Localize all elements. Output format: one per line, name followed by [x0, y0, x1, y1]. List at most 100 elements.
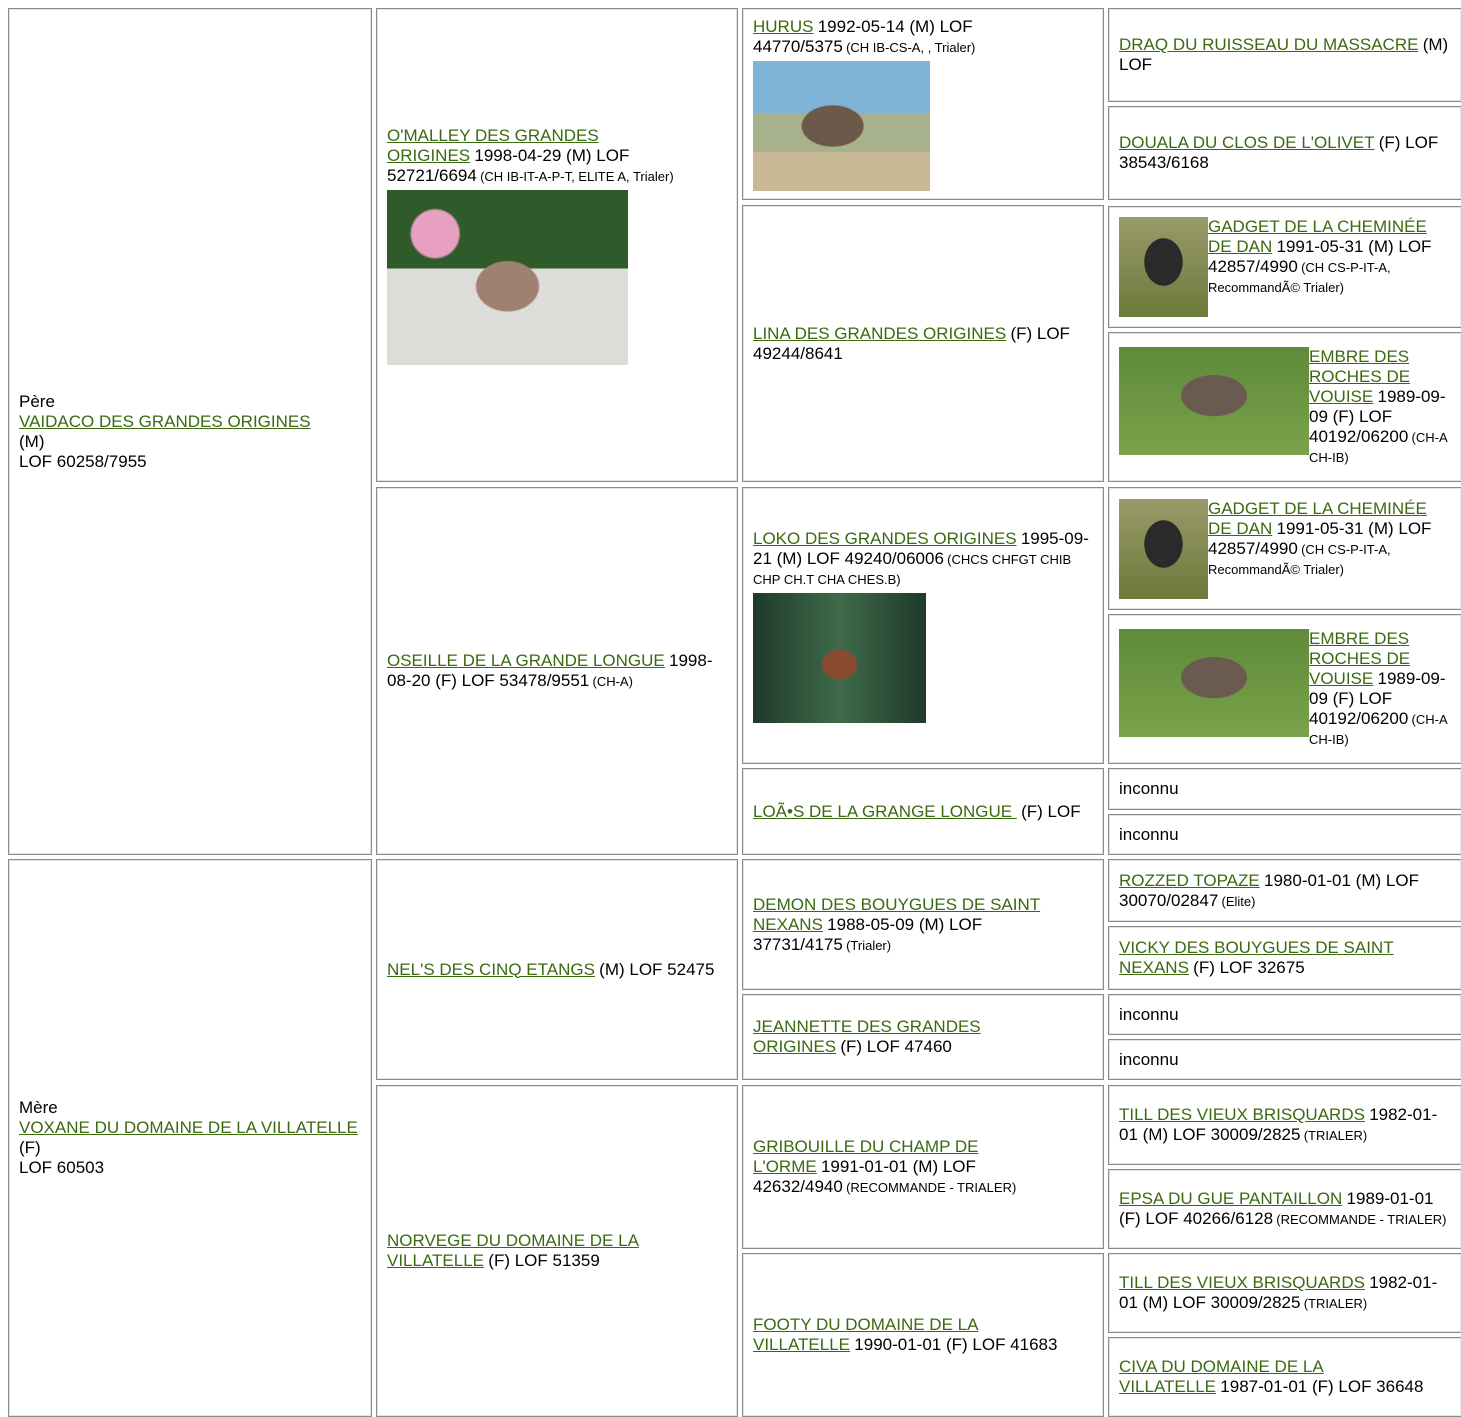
- cell-content: DEMON DES BOUYGUES DE SAINT NEXANS 1988-0…: [753, 895, 1093, 955]
- pedigree-cell: JEANNETTE DES GRANDES ORIGINES (F) LOF 47…: [742, 994, 1104, 1080]
- dog-name-link[interactable]: GRIBOUILLE DU CHAMP DE L'ORME: [753, 1137, 979, 1176]
- dog-details: 1990-01-01 (F) LOF 41683: [854, 1335, 1058, 1354]
- dog-name-link[interactable]: LINA DES GRANDES ORIGINES: [753, 323, 1007, 343]
- dog-detail: LOF 60503: [19, 1158, 105, 1177]
- dog-name-link[interactable]: ROZZED TOPAZE: [1119, 870, 1260, 890]
- dog-details: inconnu: [1119, 1049, 1179, 1069]
- dog-details: inconnu: [1119, 779, 1179, 798]
- dog-photo: [753, 592, 926, 723]
- parent-label: Père: [19, 391, 55, 411]
- pedigree-cell: inconnu: [1108, 768, 1461, 810]
- dog-details: 1988-05-09 (M) LOF 37731/4175: [753, 914, 983, 954]
- dog-titles: (Trialer): [846, 937, 892, 953]
- pedigree-cell: DRAQ DU RUISSEAU DU MASSACRE (M) LOF: [1108, 8, 1461, 102]
- dog-details: 1995-09-21 (M) LOF 49240/06006: [753, 528, 1089, 568]
- pedigree-cell: NEL'S DES CINQ ETANGS (M) LOF 52475: [376, 859, 738, 1080]
- cell-content: NEL'S DES CINQ ETANGS (M) LOF 52475: [387, 960, 727, 980]
- cell-content: GRIBOUILLE DU CHAMP DE L'ORME 1991-01-01 …: [753, 1137, 1093, 1197]
- pedigree-cell: HURUS 1992-05-14 (M) LOF 44770/5375 (CH IB…: [742, 8, 1104, 200]
- dog-name-link[interactable]: DRAQ DU RUISSEAU DU MASSACRE: [1119, 35, 1419, 54]
- dog-name-link[interactable]: CIVA DU DOMAINE DE LA VILLATELLE: [1119, 1357, 1324, 1396]
- pedigree-cell: LOKO DES GRANDES ORIGINES 1995-09-21 (M) …: [742, 487, 1104, 764]
- dog-name-link[interactable]: VAIDACO DES GRANDES ORIGINES: [19, 411, 311, 431]
- dog-name-link[interactable]: GADGET DE LA CHEMINÉE DE DAN: [1208, 498, 1427, 538]
- cell-content: CIVA DU DOMAINE DE LA VILLATELLE 1987-01-…: [1119, 1357, 1451, 1397]
- dog-photo: [1119, 217, 1208, 317]
- dog-details: (F) LOF: [1021, 801, 1081, 821]
- dog-name-link[interactable]: LOKO DES GRANDES ORIGINES: [753, 528, 1017, 548]
- dog-name-link[interactable]: NORVEGE DU DOMAINE DE LA VILLATELLE: [387, 1231, 639, 1270]
- pedigree-cell: inconnu: [1108, 1039, 1461, 1080]
- dog-details: 1989-09-09 (F) LOF 40192/06200: [1309, 669, 1446, 728]
- dog-titles: (CH CS-P-IT-A, RecommandÃ© Trialer): [1208, 260, 1391, 295]
- pedigree-cell: Père VAIDACO DES GRANDES ORIGINES (M) LOF 6…: [8, 8, 372, 855]
- dog-name-link[interactable]: TILL DES VIEUX BRISQUARDS: [1119, 1273, 1365, 1292]
- dog-name-link[interactable]: OSEILLE DE LA GRANDE LONGUE: [387, 651, 665, 670]
- dog-details: 1982-01-01 (M) LOF 30009/2825: [1119, 1273, 1438, 1312]
- pedigree-cell: FOOTY DU DOMAINE DE LA VILLATELLE 1990-01…: [742, 1253, 1104, 1417]
- parent-label: Mère: [19, 1098, 58, 1117]
- pedigree-cell: inconnu: [1108, 814, 1461, 855]
- dog-titles: (TRIALER): [1303, 1296, 1368, 1311]
- dog-details: (F) LOF 38543/6168: [1119, 133, 1439, 172]
- cell-content: TILL DES VIEUX BRISQUARDS 1982-01-01 (M) …: [1119, 1105, 1451, 1145]
- pedigree-cell: ROZZED TOPAZE 1980-01-01 (M) LOF 30070/02…: [1108, 859, 1461, 922]
- pedigree-cell: EMBRE DES ROCHES DE VOUISE 1989-09-09 (F)…: [1108, 614, 1461, 764]
- dog-details: (F) LOF 51359: [488, 1251, 600, 1270]
- dog-details: inconnu: [1119, 824, 1179, 844]
- dog-photo: [1119, 629, 1309, 737]
- cell-content: DRAQ DU RUISSEAU DU MASSACRE (M) LOF: [1119, 35, 1451, 75]
- cell-content: GADGET DE LA CHEMINÉE DE DAN 1991-05-31 (…: [1119, 217, 1451, 317]
- cell-content: FOOTY DU DOMAINE DE LA VILLATELLE 1990-01…: [753, 1315, 1093, 1355]
- dog-name-link[interactable]: HURUS: [753, 17, 814, 36]
- dog-name-link[interactable]: JEANNETTE DES GRANDES ORIGINES: [753, 1017, 981, 1056]
- pedigree-cell: LINA DES GRANDES ORIGINES (F) LOF 49244/8…: [742, 205, 1104, 482]
- dog-details: (M) LOF 52475: [599, 959, 715, 979]
- pedigree-cell: DOUALA DU CLOS DE L'OLIVET (F) LOF 38543/…: [1108, 106, 1461, 200]
- dog-titles: (Elite): [1221, 893, 1256, 909]
- cell-content: O'MALLEY DES GRANDES ORIGINES 1998-04-29 …: [387, 126, 727, 365]
- dog-titles: (CH-A): [592, 674, 633, 689]
- pedigree-cell: VICKY DES BOUYGUES DE SAINT NEXANS (F) LO…: [1108, 926, 1461, 990]
- cell-content: inconnu: [1119, 779, 1451, 799]
- dog-details: 1989-09-09 (F) LOF 40192/06200: [1309, 387, 1446, 446]
- dog-name-link[interactable]: TILL DES VIEUX BRISQUARDS: [1119, 1105, 1365, 1124]
- dog-name-link[interactable]: FOOTY DU DOMAINE DE LA VILLATELLE: [753, 1315, 979, 1354]
- dog-name-link[interactable]: DOUALA DU CLOS DE L'OLIVET: [1119, 133, 1375, 152]
- dog-name-link[interactable]: NEL'S DES CINQ ETANGS: [387, 959, 595, 979]
- cell-content: JEANNETTE DES GRANDES ORIGINES (F) LOF 47…: [753, 1017, 1093, 1057]
- dog-titles: (TRIALER): [1303, 1128, 1368, 1143]
- dog-titles: (CH IB-IT-A-P-T, ELITE A, Trialer): [480, 168, 674, 184]
- dog-name-link[interactable]: VOXANE DU DOMAINE DE LA VILLATELLE: [19, 1118, 358, 1137]
- dog-name-link[interactable]: O'MALLEY DES GRANDES ORIGINES: [387, 125, 599, 165]
- dog-photo: [1119, 498, 1208, 599]
- dog-titles: (CHCS CHFGT CHIB CHP CH.T CHA CHES.B): [753, 551, 1072, 587]
- pedigree-cell: GADGET DE LA CHEMINÉE DE DAN 1991-05-31 (…: [1108, 487, 1461, 610]
- dog-name-link[interactable]: LOÃ•S DE LA GRANGE LONGUE: [753, 801, 1017, 821]
- dog-titles: (CH CS-P-IT-A, RecommandÃ© Trialer): [1208, 541, 1391, 577]
- dog-titles: (CH-A CH-IB): [1309, 712, 1447, 747]
- pedigree-cell: TILL DES VIEUX BRISQUARDS 1982-01-01 (M) …: [1108, 1085, 1461, 1165]
- dog-name-link[interactable]: EMBRE DES ROCHES DE VOUISE: [1309, 347, 1411, 406]
- pedigree-cell: GADGET DE LA CHEMINÉE DE DAN 1991-05-31 (…: [1108, 206, 1461, 328]
- dog-name-link[interactable]: EMBRE DES ROCHES DE VOUISE: [1309, 629, 1411, 688]
- pedigree-cell: OSEILLE DE LA GRANDE LONGUE 1998-08-20 (F…: [376, 487, 738, 855]
- dog-name-link[interactable]: GADGET DE LA CHEMINÉE DE DAN: [1208, 217, 1427, 256]
- dog-details: (M) LOF: [1119, 35, 1449, 74]
- dog-detail: LOF 60258/7955: [19, 451, 147, 471]
- pedigree-cell: EPSA DU GUE PANTAILLON 1989-01-01 (F) LOF…: [1108, 1169, 1461, 1249]
- cell-content: ROZZED TOPAZE 1980-01-01 (M) LOF 30070/02…: [1119, 871, 1451, 911]
- dog-details: 1980-01-01 (M) LOF 30070/02847: [1119, 870, 1419, 910]
- dog-name-link[interactable]: EPSA DU GUE PANTAILLON: [1119, 1189, 1343, 1208]
- dog-details: (F) LOF 49244/8641: [753, 323, 1070, 363]
- cell-content: LOKO DES GRANDES ORIGINES 1995-09-21 (M) …: [753, 529, 1093, 723]
- dog-name-link[interactable]: VICKY DES BOUYGUES DE SAINT NEXANS: [1119, 938, 1394, 977]
- dog-photo: [387, 189, 628, 365]
- dog-details: 1987-01-01 (F) LOF 36648: [1220, 1377, 1424, 1396]
- pedigree-cell: CIVA DU DOMAINE DE LA VILLATELLE 1987-01-…: [1108, 1337, 1461, 1417]
- dog-details: 1991-05-31 (M) LOF 42857/4990: [1208, 237, 1432, 276]
- dog-name-link[interactable]: DEMON DES BOUYGUES DE SAINT NEXANS: [753, 894, 1041, 934]
- dog-details: 1989-01-01 (F) LOF 40266/6128: [1119, 1189, 1434, 1228]
- dog-details: inconnu: [1119, 1004, 1179, 1024]
